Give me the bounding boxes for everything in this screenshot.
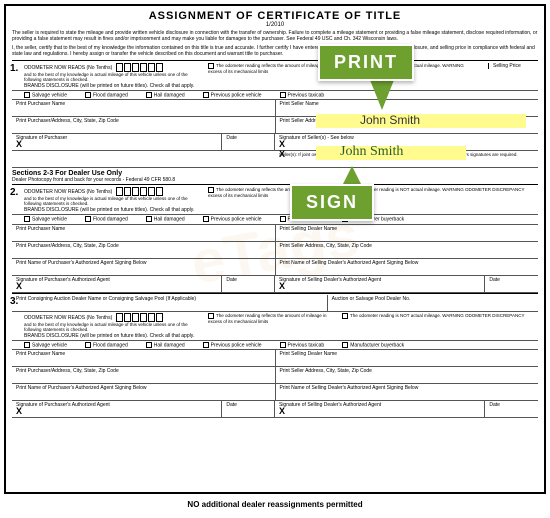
sect23-sub: Dealer Photocopy front and back for your… <box>12 177 538 184</box>
doc-title: ASSIGNMENT OF CERTIFICATE OF TITLE <box>12 10 538 22</box>
callout-print: PRINT <box>318 44 414 81</box>
section-3: 3. Print Consigning Auction Dealer Name … <box>12 293 538 418</box>
intro-1: The seller is required to state the mile… <box>12 30 538 42</box>
highlight-print <box>316 114 526 128</box>
odo-boxes <box>116 63 163 72</box>
purch-addr-label: Print Purchaser/Address, City, State, Zi… <box>16 118 271 124</box>
section-num-2: 2. <box>10 187 18 198</box>
title-form: eTags ASSIGNMENT OF CERTIFICATE OF TITLE… <box>4 4 546 494</box>
seller-name-label: Print Seller Name <box>280 101 535 107</box>
doc-date: 1/2010 <box>12 22 538 28</box>
odo-label: ODOMETER NOW READS (No Tenths) <box>24 65 112 71</box>
odo-mid: The odometer reading reflects the amount… <box>208 63 327 74</box>
intro-2: I, the seller, certify that to the best … <box>12 45 538 57</box>
filled-signature: John Smith <box>340 144 403 160</box>
seller-sig-label: Signature of Seller(s) - See below <box>279 135 534 141</box>
price-label: Selling Price <box>493 63 521 69</box>
brands-label: BRANDS DISCLOSURE (will be printed on fu… <box>12 82 538 91</box>
section-num-1: 1. <box>10 63 18 74</box>
section-2: 2. ODOMETER NOW READS (No Tenths) and to… <box>12 184 538 292</box>
odo-sub: and to the best of my knowledge is actua… <box>24 72 204 82</box>
filled-printed-name: John Smith <box>360 113 420 127</box>
arrow-print <box>370 80 394 110</box>
callout-sign: SIGN <box>290 184 374 221</box>
sect23-header: Sections 2-3 For Dealer Use Only <box>12 168 538 177</box>
purch-name-label: Print Purchaser Name <box>16 101 271 107</box>
arrow-sign <box>342 166 362 186</box>
footer: NO additional dealer reassignments permi… <box>0 498 550 509</box>
purch-sig-label: Signature of Purchaser <box>16 135 217 141</box>
